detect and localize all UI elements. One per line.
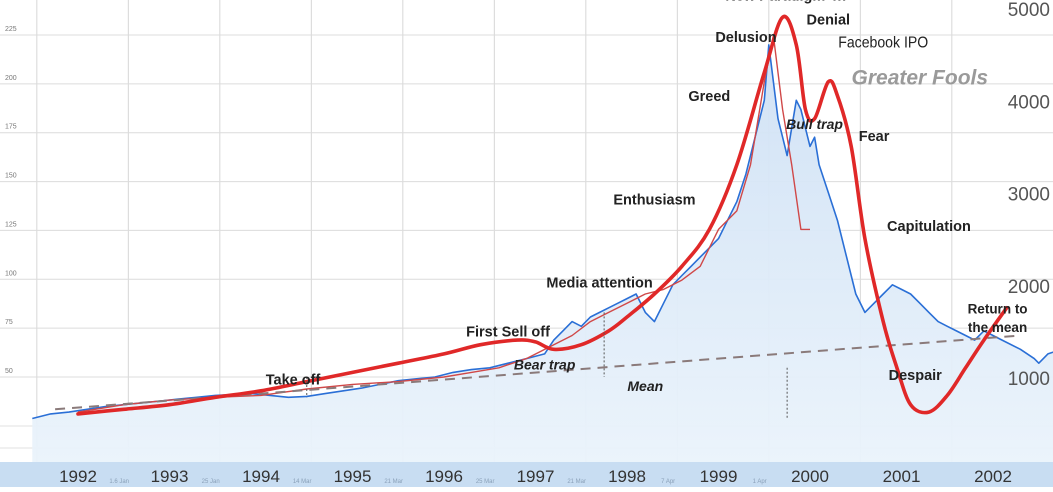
series-area-fill <box>32 44 1053 462</box>
annotation-label: Media attention <box>546 276 652 292</box>
x-axis-minor-label: 21 Mar <box>567 479 586 485</box>
left-axis-tick-label: 150 <box>5 173 17 180</box>
x-axis-minor-label: 1 Apr <box>753 479 767 485</box>
annotation-label: First Sell off <box>466 324 550 340</box>
left-axis-tick-label: 225 <box>5 26 17 33</box>
right-axis-tick-label: 3000 <box>1008 185 1050 206</box>
x-axis-minor-label: 25 Jan <box>202 479 220 485</box>
annotation-label: Fear <box>859 129 890 145</box>
right-axis-tick-label: 1000 <box>1008 369 1050 390</box>
x-axis-tick-label: 1996 <box>425 467 463 486</box>
x-axis-tick-label: 2001 <box>883 467 921 486</box>
x-axis-tick-label: 1999 <box>700 467 738 486</box>
x-axis-tick-label: 1995 <box>334 467 372 486</box>
left-axis-tick-label: 75 <box>5 319 13 326</box>
x-axis-minor-label: 25 Mar <box>476 479 495 485</box>
left-axis-tick-label: 175 <box>5 124 17 131</box>
x-axis-tick-label: 1993 <box>151 467 189 486</box>
x-axis-tick-label: 1997 <box>517 467 555 486</box>
annotation-label: Take off <box>266 372 321 388</box>
x-axis-tick-label: 1998 <box>608 467 646 486</box>
x-axis-tick-label: 2002 <box>974 467 1012 486</box>
left-axis-tick-label: 200 <box>5 75 17 82</box>
annotation-label: Delusion <box>715 30 776 46</box>
annotation-label: "New Paradigm"!!! <box>718 0 846 5</box>
x-axis-tick-label: 1992 <box>59 467 97 486</box>
left-axis-tick-label: 125 <box>5 221 17 228</box>
x-axis-minor-label: 7 Apr <box>661 479 675 485</box>
annotations: "New Paradigm"!!! Denial Facebook IPO Delus… <box>266 0 1028 394</box>
series-curve-thick-red <box>76 14 1009 416</box>
annotation-label: Greater Fools <box>852 67 989 90</box>
annotation-label: Greed <box>688 89 730 105</box>
annotation-label: Return to <box>968 301 1028 316</box>
annotation-label: Denial <box>807 13 851 29</box>
x-axis-minor-label: 21 Mar <box>384 479 403 485</box>
annotation-label: Despair <box>889 368 943 384</box>
right-axis-tick-label: 5000 <box>1008 0 1050 21</box>
annotation-label: the mean <box>968 320 1027 335</box>
series-line-blue <box>32 44 1053 420</box>
right-axis-tick-label: 4000 <box>1008 92 1050 113</box>
left-axis-tick-label: 100 <box>5 270 17 277</box>
right-axis-tick-label: 2000 <box>1008 277 1050 298</box>
tick-labels: 50 75 100 125 150 175 200 225 1000 2000 3000 4000 50… <box>5 0 1050 486</box>
left-axis-tick-label: 50 <box>5 368 13 375</box>
x-axis-tick-label: 1994 <box>242 467 280 486</box>
x-axis-tick-label: 2000 <box>791 467 829 486</box>
x-axis-minor-label: 1.6 Jan <box>109 479 129 485</box>
annotation-label: Facebook IPO <box>838 34 928 52</box>
annotation-label: Capitulation <box>887 219 971 235</box>
x-axis-minor-label: 14 Mar <box>293 479 312 485</box>
annotation-label: Bear trap <box>514 357 576 373</box>
series-layer <box>32 14 1053 462</box>
annotation-label: Mean <box>627 378 663 394</box>
annotation-label: Enthusiasm <box>613 192 695 208</box>
annotation-label: Bull trap <box>786 116 843 132</box>
x-axis-band <box>0 462 1053 487</box>
